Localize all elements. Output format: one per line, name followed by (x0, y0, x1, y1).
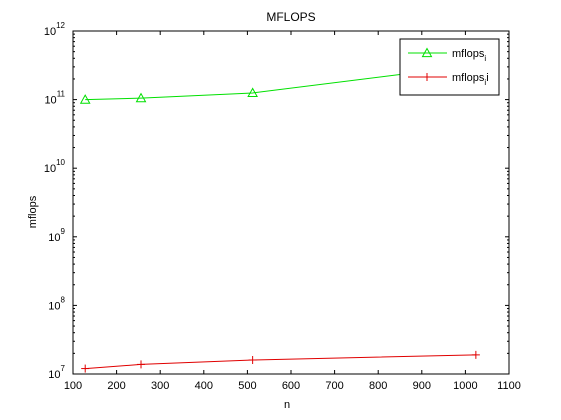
legend-box (399, 38, 500, 96)
legend-marker-2 (423, 73, 431, 81)
chart-title: MFLOPS (266, 10, 315, 24)
x-tick-label: 100 (64, 380, 82, 392)
x-tick-label: 400 (195, 380, 213, 392)
x-tick-label: 700 (325, 380, 343, 392)
series-2-point (248, 355, 257, 364)
legend-label-subscript: i (484, 78, 486, 87)
series-line-2 (85, 354, 476, 370)
y-tick-exponent: 10 (56, 158, 65, 167)
x-tick-label: 1100 (497, 380, 521, 392)
y-tick-label: 1010 (44, 158, 66, 175)
x-tick-label: 500 (238, 380, 256, 392)
y-tick-label: 109 (48, 227, 65, 244)
y-tick-label: 107 (48, 364, 65, 381)
y-tick-exponent: 11 (57, 90, 66, 99)
legend-label-base: mflops (452, 72, 485, 84)
y-tick-base: 10 (48, 300, 60, 312)
legend-label-subscript: i (484, 54, 486, 63)
y-tick-base: 10 (44, 95, 56, 107)
legend-marker-1 (421, 47, 433, 58)
y-tick-base: 10 (48, 369, 60, 381)
y-axis-label: mflops (27, 195, 39, 228)
x-tick-label: 900 (413, 380, 431, 392)
x-tick-label: 300 (151, 380, 169, 392)
y-tick-exponent: 9 (61, 227, 66, 236)
y-tick-exponent: 8 (61, 295, 66, 304)
series-1-point (135, 92, 147, 103)
legend-label-suffix: i (486, 72, 488, 84)
legend-label-base: mflops (452, 48, 485, 60)
series-2-point (471, 350, 480, 359)
y-tick-label: 108 (48, 295, 65, 312)
x-tick-label: 1000 (453, 380, 477, 392)
series-layer (79, 59, 482, 373)
x-tick-label: 800 (369, 380, 387, 392)
y-tick-base: 10 (44, 26, 56, 38)
series-line-1 (85, 64, 476, 101)
x-tick-label: 600 (282, 380, 300, 392)
y-tick-base: 10 (48, 232, 60, 244)
x-tick-label: 200 (107, 380, 125, 392)
x-axis-label: n (284, 399, 290, 411)
y-tick-base: 10 (44, 163, 56, 175)
series-1-point (79, 94, 91, 104)
y-tick-exponent: 12 (56, 21, 65, 30)
series-2-point (137, 360, 146, 369)
legend-label-1: mflopsi (452, 48, 486, 63)
legend-label-2: mflopsii (452, 72, 489, 87)
series-1-point (247, 87, 258, 98)
y-tick-exponent: 7 (61, 364, 66, 373)
ticks-layer: 100 200 300 400 500 600 700 800 900 1000 110010710… (44, 21, 521, 392)
y-tick-label: 1011 (44, 90, 65, 107)
y-tick-label: 1012 (44, 21, 66, 38)
series-2-point (81, 364, 90, 373)
